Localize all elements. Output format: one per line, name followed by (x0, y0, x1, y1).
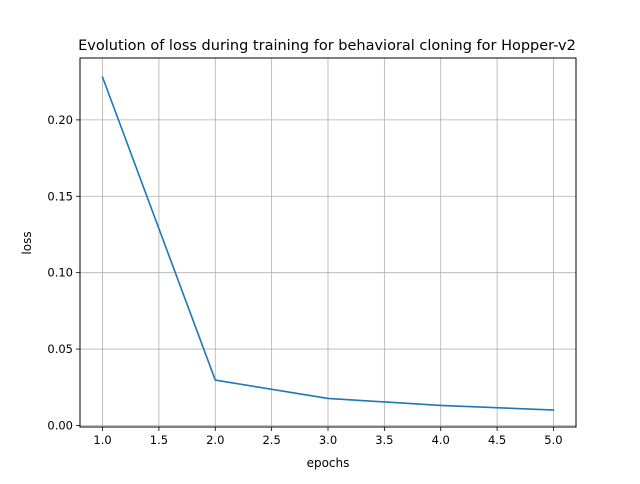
chart-title: Evolution of loss during training for be… (78, 38, 576, 54)
x-tick-label: 2.0 (206, 433, 224, 447)
loss-series-line (101, 76, 555, 411)
x-tick-label: 3.0 (319, 433, 337, 447)
y-tick-label: 0.00 (47, 418, 73, 432)
y-tick-label: 0.15 (47, 189, 73, 203)
grid-lines (80, 58, 576, 427)
x-tick-label: 5.0 (544, 433, 562, 447)
y-tick-label: 0.10 (47, 266, 73, 280)
y-axis-label: loss (20, 231, 34, 254)
x-tick-label: 4.5 (488, 433, 506, 447)
x-axis-label: epochs (307, 456, 350, 470)
x-tick-label: 1.0 (93, 433, 111, 447)
x-tick-label: 1.5 (150, 433, 168, 447)
y-tick-label: 0.05 (47, 342, 73, 356)
series-layer (101, 76, 555, 411)
x-tick-label: 3.5 (375, 433, 393, 447)
x-tick-label: 2.5 (262, 433, 280, 447)
y-tick-label: 0.20 (47, 113, 73, 127)
x-tick-label: 4.0 (432, 433, 450, 447)
x-axis-ticks: 1.0 1.5 2.0 2.5 3.0 3.5 4.0 4.5 5.0 (93, 427, 563, 447)
y-axis-ticks: 0.00 0.05 0.10 0.15 0.20 (47, 113, 80, 432)
